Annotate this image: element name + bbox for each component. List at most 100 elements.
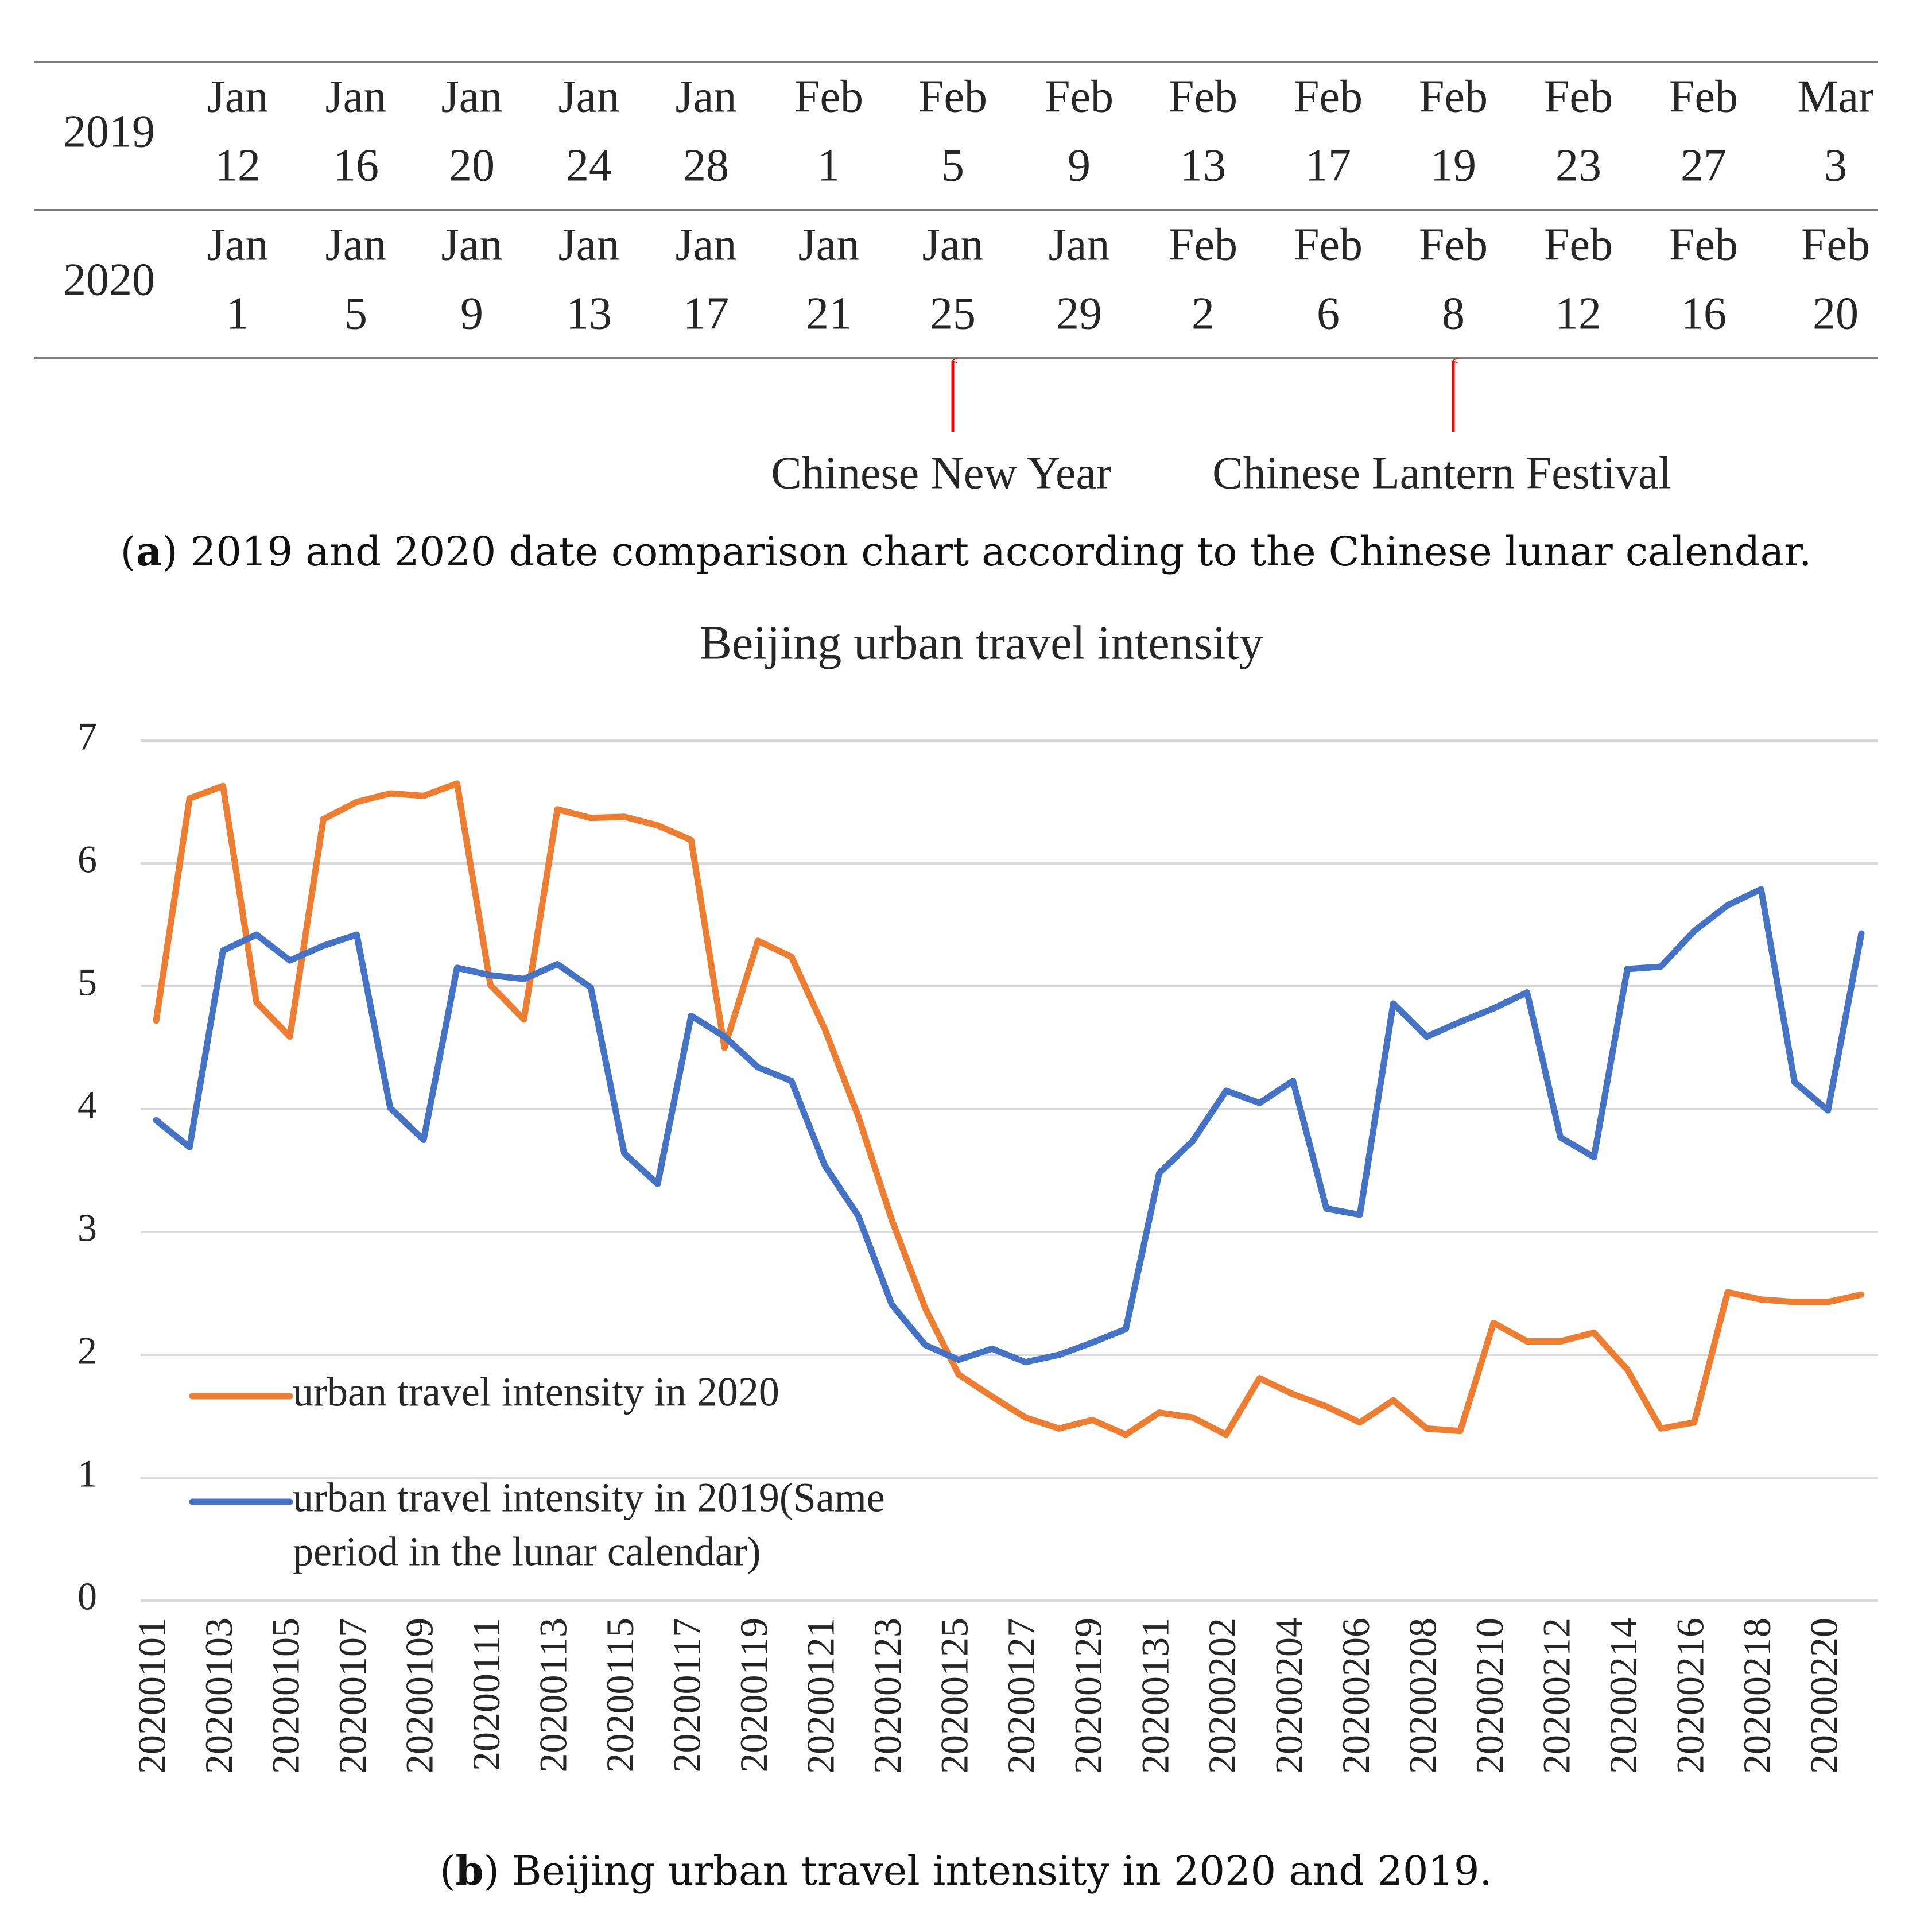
table-cell-month: Feb — [1419, 219, 1488, 270]
row-year-2019: 2019 — [63, 106, 155, 157]
table-cell-day: 1 — [817, 140, 840, 191]
table-cell-day: 19 — [1430, 140, 1476, 191]
caption-b-letter: b — [456, 1847, 484, 1894]
table-cell-month: Jan — [441, 219, 503, 270]
y-tick-label: 1 — [77, 1452, 97, 1495]
table-cell-month: Feb — [1669, 219, 1738, 270]
table-cell-month: Feb — [1419, 71, 1488, 122]
table-cell-month: Feb — [1544, 219, 1613, 270]
table-cell-day: 5 — [941, 140, 964, 191]
x-tick-label: 20200204 — [1267, 1618, 1310, 1774]
x-tick-label: 20200218 — [1735, 1618, 1779, 1774]
table-cell-day: 21 — [806, 288, 852, 339]
table-cell-day: 6 — [1317, 288, 1340, 339]
chart-title: Beijing urban travel intensity — [700, 616, 1263, 669]
table-cell-day: 28 — [683, 140, 729, 191]
caption-b: (b) Beijing urban travel intensity in 20… — [440, 1847, 1492, 1894]
marker-label: Chinese New Year — [771, 448, 1111, 498]
table-cell-month: Feb — [1669, 71, 1738, 122]
series-line-2019 — [153, 886, 1865, 1366]
y-tick-label: 2 — [77, 1329, 97, 1373]
table-cell-day: 20 — [449, 140, 495, 191]
table-cell-month: Jan — [558, 219, 620, 270]
table-cell-month: Feb — [1801, 219, 1870, 270]
marker-label: Chinese Lantern Festival — [1212, 448, 1671, 498]
table-cell-month: Feb — [1294, 219, 1363, 270]
table-cell-month: Feb — [1169, 219, 1237, 270]
date-comparison-table: 2019 2020 Jan12Jan16Jan20Jan24Jan28Feb1F… — [34, 61, 1878, 498]
x-tick-label: 20200214 — [1601, 1618, 1645, 1774]
series-line-2020 — [153, 780, 1865, 1438]
x-tick-label: 20200121 — [799, 1618, 843, 1774]
table-cell-month: Feb — [1544, 71, 1613, 122]
table-cell-day: 5 — [344, 288, 367, 339]
table-cell-month: Jan — [207, 71, 269, 122]
table-cell-day: 12 — [215, 140, 261, 191]
x-tick-label: 20200119 — [732, 1618, 775, 1772]
x-tick-label: 20200105 — [264, 1618, 308, 1774]
table-cell-day: 25 — [930, 288, 976, 339]
table-cell-day: 23 — [1555, 140, 1601, 191]
table-cell-day: 29 — [1056, 288, 1102, 339]
table-cell-day: 9 — [460, 288, 483, 339]
table-cell-month: Feb — [1045, 71, 1114, 122]
x-tick-label: 20200127 — [999, 1618, 1043, 1774]
table-cell-month: Jan — [922, 219, 984, 270]
x-tick-label: 20200208 — [1400, 1618, 1444, 1774]
table-cell-day: 17 — [1305, 140, 1351, 191]
x-tick-label: 20200117 — [665, 1618, 709, 1772]
table-cell-day: 20 — [1813, 288, 1859, 339]
table-cell-month: Mar — [1797, 71, 1873, 122]
table-cell-day: 13 — [566, 288, 612, 339]
table-cell-day: 27 — [1681, 140, 1727, 191]
table-cell-day: 17 — [683, 288, 729, 339]
x-tick-label: 20200220 — [1802, 1618, 1845, 1774]
table-cell-day: 8 — [1442, 288, 1465, 339]
table-cell-month: Jan — [558, 71, 620, 122]
table-cell-month: Jan — [676, 219, 737, 270]
y-tick-label: 7 — [77, 715, 97, 758]
table-cell-day: 1 — [226, 288, 249, 339]
x-tick-label: 20200113 — [532, 1618, 575, 1772]
table-cell-month: Jan — [207, 219, 269, 270]
caption-a: (a) 2019 and 2020 date comparison chart … — [121, 528, 1812, 575]
y-tick-label: 5 — [77, 960, 97, 1004]
table-cell-month: Jan — [441, 71, 503, 122]
table-cell-month: Jan — [325, 71, 387, 122]
table-cell-day: 2 — [1192, 288, 1215, 339]
table-cell-month: Jan — [325, 219, 387, 270]
x-tick-label: 20200103 — [197, 1618, 240, 1774]
y-tick-label: 3 — [77, 1206, 97, 1250]
legend-label-2019: period in the lunar calendar) — [293, 1529, 761, 1575]
table-cell-day: 24 — [566, 140, 612, 191]
x-tick-label: 20200123 — [866, 1618, 909, 1774]
legend-label-2019: urban travel intensity in 2019(Same — [293, 1475, 885, 1521]
table-cell-month: Feb — [1169, 71, 1237, 122]
table-cell-day: 16 — [1681, 288, 1727, 339]
x-tick-label: 20200210 — [1468, 1618, 1511, 1774]
table-cell-month: Jan — [1049, 219, 1110, 270]
x-tick-label: 20200212 — [1534, 1618, 1578, 1774]
legend: urban travel intensity in 2020 urban trav… — [189, 1369, 885, 1575]
x-tick-label: 20200107 — [331, 1618, 374, 1774]
caption-a-letter: a — [136, 528, 162, 575]
legend-label-2020: urban travel intensity in 2020 — [293, 1369, 779, 1415]
x-tick-label: 20200109 — [398, 1618, 441, 1774]
y-tick-label: 6 — [77, 838, 97, 881]
table-cell-day: 16 — [333, 140, 379, 191]
y-tick-label: 0 — [77, 1575, 97, 1618]
table-cell-month: Jan — [676, 71, 737, 122]
y-tick-label: 4 — [77, 1083, 97, 1127]
table-cell-month: Feb — [1294, 71, 1363, 122]
x-tick-label: 20200111 — [464, 1618, 508, 1771]
x-tick-label: 20200101 — [130, 1618, 174, 1774]
x-tick-label: 20200206 — [1334, 1618, 1378, 1774]
table-cell-month: Feb — [794, 71, 863, 122]
caption-b-text: ) Beijing urban travel intensity in 2020… — [484, 1847, 1492, 1894]
table-cell-day: 13 — [1180, 140, 1226, 191]
x-tick-label: 20200216 — [1668, 1618, 1712, 1774]
x-tick-label: 20200129 — [1066, 1618, 1110, 1774]
x-tick-label: 20200115 — [598, 1618, 642, 1772]
table-cell-day: 12 — [1555, 288, 1601, 339]
